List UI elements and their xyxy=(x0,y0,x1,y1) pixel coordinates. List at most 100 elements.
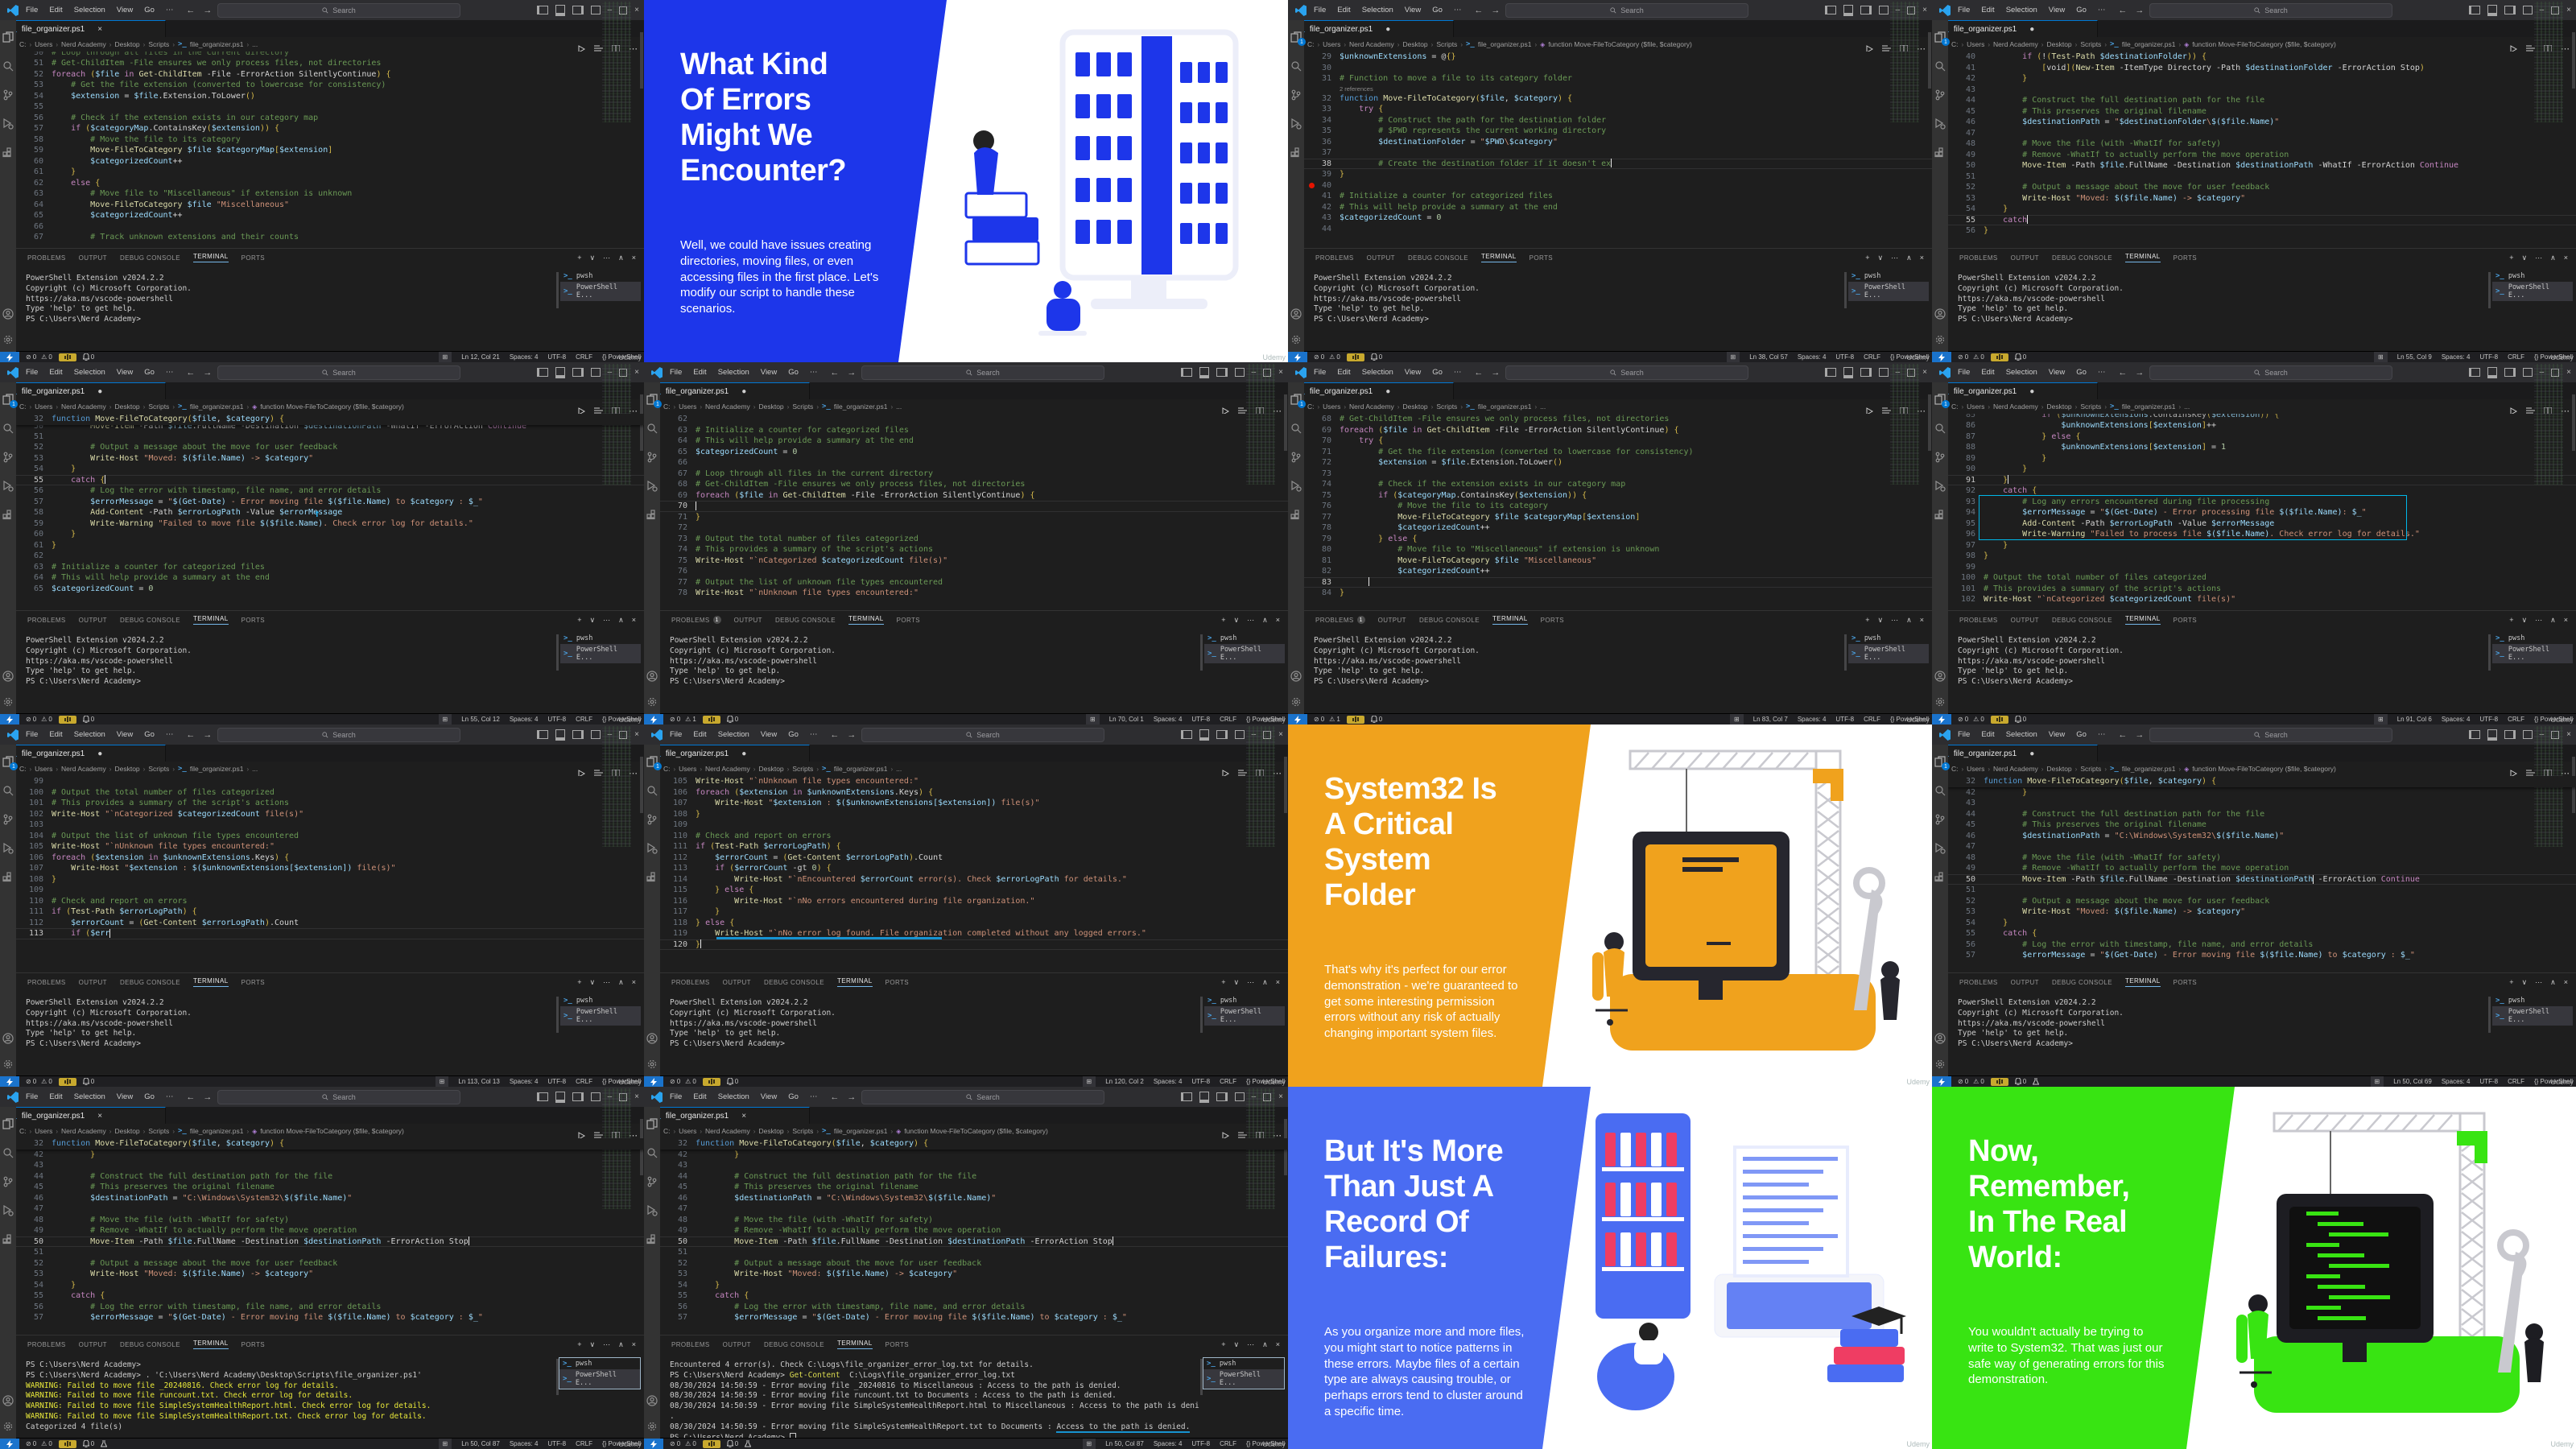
toggle-sidebar-icon[interactable] xyxy=(1180,368,1192,377)
tab-file-organizer[interactable]: >_ file_organizer.ps1 ● xyxy=(1932,20,2098,37)
tab-file-organizer[interactable]: >_ file_organizer.ps1 ● xyxy=(1288,20,1454,37)
menu-go[interactable]: Go xyxy=(788,368,799,377)
close-icon[interactable]: × xyxy=(1278,368,1283,377)
zoom-status-icon[interactable]: ⊞ xyxy=(1726,352,1740,362)
code-line[interactable]: 51 xyxy=(1965,886,1975,894)
cursor-position-status[interactable]: Ln 50, Col 69 xyxy=(2393,1078,2432,1085)
tab-close-icon[interactable]: × xyxy=(97,1111,103,1121)
tab-debug-console[interactable]: DEBUG CONSOLE xyxy=(2051,254,2112,262)
maximize-panel-icon[interactable]: ∧ xyxy=(618,1340,624,1348)
new-terminal-icon[interactable]: + xyxy=(1221,615,1226,624)
tab-problems[interactable]: PROBLEMS xyxy=(671,978,710,986)
code-line[interactable]: 61 } xyxy=(33,167,76,176)
code-line[interactable]: 87 } else { xyxy=(1965,431,2081,441)
code-line[interactable]: 108} xyxy=(672,809,701,819)
tab-terminal[interactable]: TERMINAL xyxy=(192,977,229,987)
run-button[interactable] xyxy=(577,1131,585,1140)
account-icon[interactable] xyxy=(2,308,14,320)
code-line[interactable]: 53 # Get the file extension (converted t… xyxy=(33,80,386,89)
code-line[interactable]: 93 # Log any errors encountered during f… xyxy=(1965,497,2270,506)
account-icon[interactable] xyxy=(646,1395,658,1406)
terminal-dropdown-icon[interactable]: ∨ xyxy=(589,615,596,624)
close-panel-icon[interactable]: × xyxy=(1919,615,1924,624)
toggle-panel-icon[interactable] xyxy=(1199,366,1209,378)
errors-warnings-status[interactable]: ⊘ 0 ⚠ 0 xyxy=(1958,353,1984,361)
new-terminal-icon[interactable]: + xyxy=(577,615,582,624)
language-status[interactable]: {} PowerShell xyxy=(601,1440,641,1447)
encoding-status[interactable]: UTF-8 xyxy=(2479,353,2499,361)
code-line[interactable]: 75 Write-Host "`nCategorized $categorized… xyxy=(677,555,948,565)
code-line[interactable]: 71} xyxy=(677,512,701,522)
restore-icon[interactable] xyxy=(619,730,628,739)
eol-status[interactable]: CRLF xyxy=(1220,716,1236,723)
terminal[interactable]: PowerShell Extension v2024.2.2 Copyright … xyxy=(1304,266,1932,352)
search-input[interactable]: Search xyxy=(2149,3,2392,18)
code-line[interactable]: 54 } xyxy=(33,1280,76,1290)
code-line[interactable]: 64 # This will help provide a summary at … xyxy=(677,436,914,445)
editor-scrollbar[interactable] xyxy=(1284,757,1287,813)
code-line[interactable]: 117 } xyxy=(672,907,720,916)
code-line[interactable]: 65 $categorizedCount = 0 xyxy=(33,584,154,593)
code-line[interactable]: 54 $extension = $file.Extension.ToLower(… xyxy=(33,91,255,101)
code-line[interactable]: 106 foreach ($extension in $unknownExtens… xyxy=(672,787,934,797)
ext-activity-icon[interactable] xyxy=(2,1234,14,1245)
code-line[interactable]: 112 $errorCount = (Get-Content $errorLog… xyxy=(672,852,943,862)
tab-output[interactable]: OUTPUT xyxy=(78,254,107,262)
menu-edit[interactable]: Edit xyxy=(1337,368,1351,377)
code-line[interactable]: 45 # This preserves the original filenam… xyxy=(33,1183,275,1191)
code-line[interactable]: 64 # This will help provide a summary at … xyxy=(33,573,270,582)
code-line[interactable]: 62 xyxy=(33,551,43,560)
code-editor[interactable]: 32 function Move-FileToCategory($file, $c… xyxy=(660,1138,1288,1335)
code-line[interactable]: 102 Write-Host "`nCategorized $categorize… xyxy=(28,809,304,819)
forward-arrow-icon[interactable]: → xyxy=(1491,367,1501,378)
code-line[interactable]: 50 Move-Item -Path $file.FullName -Desti… xyxy=(660,1236,1288,1248)
code-editor[interactable]: 68 # Get-ChildItem -File ensures we only … xyxy=(1304,414,1932,610)
close-panel-icon[interactable]: × xyxy=(2563,977,2568,986)
code-line[interactable]: 33 try { xyxy=(1321,105,1384,114)
tab-close-icon[interactable]: × xyxy=(97,24,103,34)
powershell-status-badge[interactable] xyxy=(1990,715,2008,724)
powershell-status-badge[interactable] xyxy=(58,1439,76,1448)
tab-output[interactable]: OUTPUT xyxy=(722,1340,751,1348)
maximize-panel-icon[interactable]: ∧ xyxy=(2550,615,2556,624)
code-line[interactable]: 51 # Get-ChildItem -File ensures we only … xyxy=(33,59,382,68)
tab-output[interactable]: OUTPUT xyxy=(78,978,107,986)
menu-selection[interactable]: Selection xyxy=(73,368,105,377)
code-editor[interactable]: 99 100 # Output the total number of files … xyxy=(16,776,644,972)
indentation-status[interactable]: Spaces: 4 xyxy=(509,1078,539,1085)
terminal-scrollbar[interactable] xyxy=(1200,634,1203,671)
toggle-sidebar-icon[interactable] xyxy=(1180,730,1192,739)
remote-indicator[interactable] xyxy=(1932,352,1951,362)
code-line[interactable]: 46 $destinationPath = "$destinationFolde… xyxy=(1965,118,2280,126)
tab-problems[interactable]: PROBLEMS xyxy=(1959,978,1998,986)
files-activity-icon[interactable]: 1 xyxy=(2,394,18,408)
search-input[interactable]: Search xyxy=(217,1090,460,1104)
code-line[interactable]: 73 # Output the total number of files cat… xyxy=(677,534,919,543)
debug-activity-icon[interactable] xyxy=(1934,842,1946,854)
editor-scrollbar[interactable] xyxy=(640,32,643,89)
bell-status[interactable]: 0 xyxy=(2014,353,2026,361)
git-activity-icon[interactable] xyxy=(646,452,658,463)
tab-close-icon[interactable]: ● xyxy=(741,749,747,758)
restore-icon[interactable] xyxy=(1907,368,1916,377)
git-activity-icon[interactable] xyxy=(1934,814,1946,825)
terminal-scrollbar[interactable] xyxy=(1844,272,1847,308)
tab-problems[interactable]: PROBLEMS xyxy=(1315,254,1354,262)
tab-debug-console[interactable]: DEBUG CONSOLE xyxy=(774,616,836,624)
indentation-status[interactable]: Spaces: 4 xyxy=(1153,1440,1183,1447)
code-line[interactable]: 67 # Track unknown extensions and their … xyxy=(33,233,299,242)
tab-terminal[interactable]: TERMINAL xyxy=(192,253,229,262)
forward-arrow-icon[interactable]: → xyxy=(203,367,213,378)
ext-activity-icon[interactable] xyxy=(1290,147,1302,159)
zoom-status-icon[interactable]: ⊞ xyxy=(1729,714,1744,724)
tab-problems[interactable]: PROBLEMS xyxy=(27,978,66,986)
code-line[interactable]: 56 # Check if the extension exists in ou… xyxy=(33,113,319,122)
files-activity-icon[interactable] xyxy=(2,31,14,43)
indentation-status[interactable]: Spaces: 4 xyxy=(509,353,539,361)
code-line[interactable]: 118} else { xyxy=(672,918,735,927)
code-line[interactable]: 107 Write-Host "$extension : $($unknownE… xyxy=(672,799,1040,807)
code-line[interactable]: 45 # This preserves the original filenam… xyxy=(1965,820,2207,829)
code-line[interactable]: 92 catch { xyxy=(1965,486,2037,495)
tab-debug-console[interactable]: DEBUG CONSOLE xyxy=(2051,616,2112,624)
cursor-position-status[interactable]: Ln 55, Col 12 xyxy=(461,716,500,723)
